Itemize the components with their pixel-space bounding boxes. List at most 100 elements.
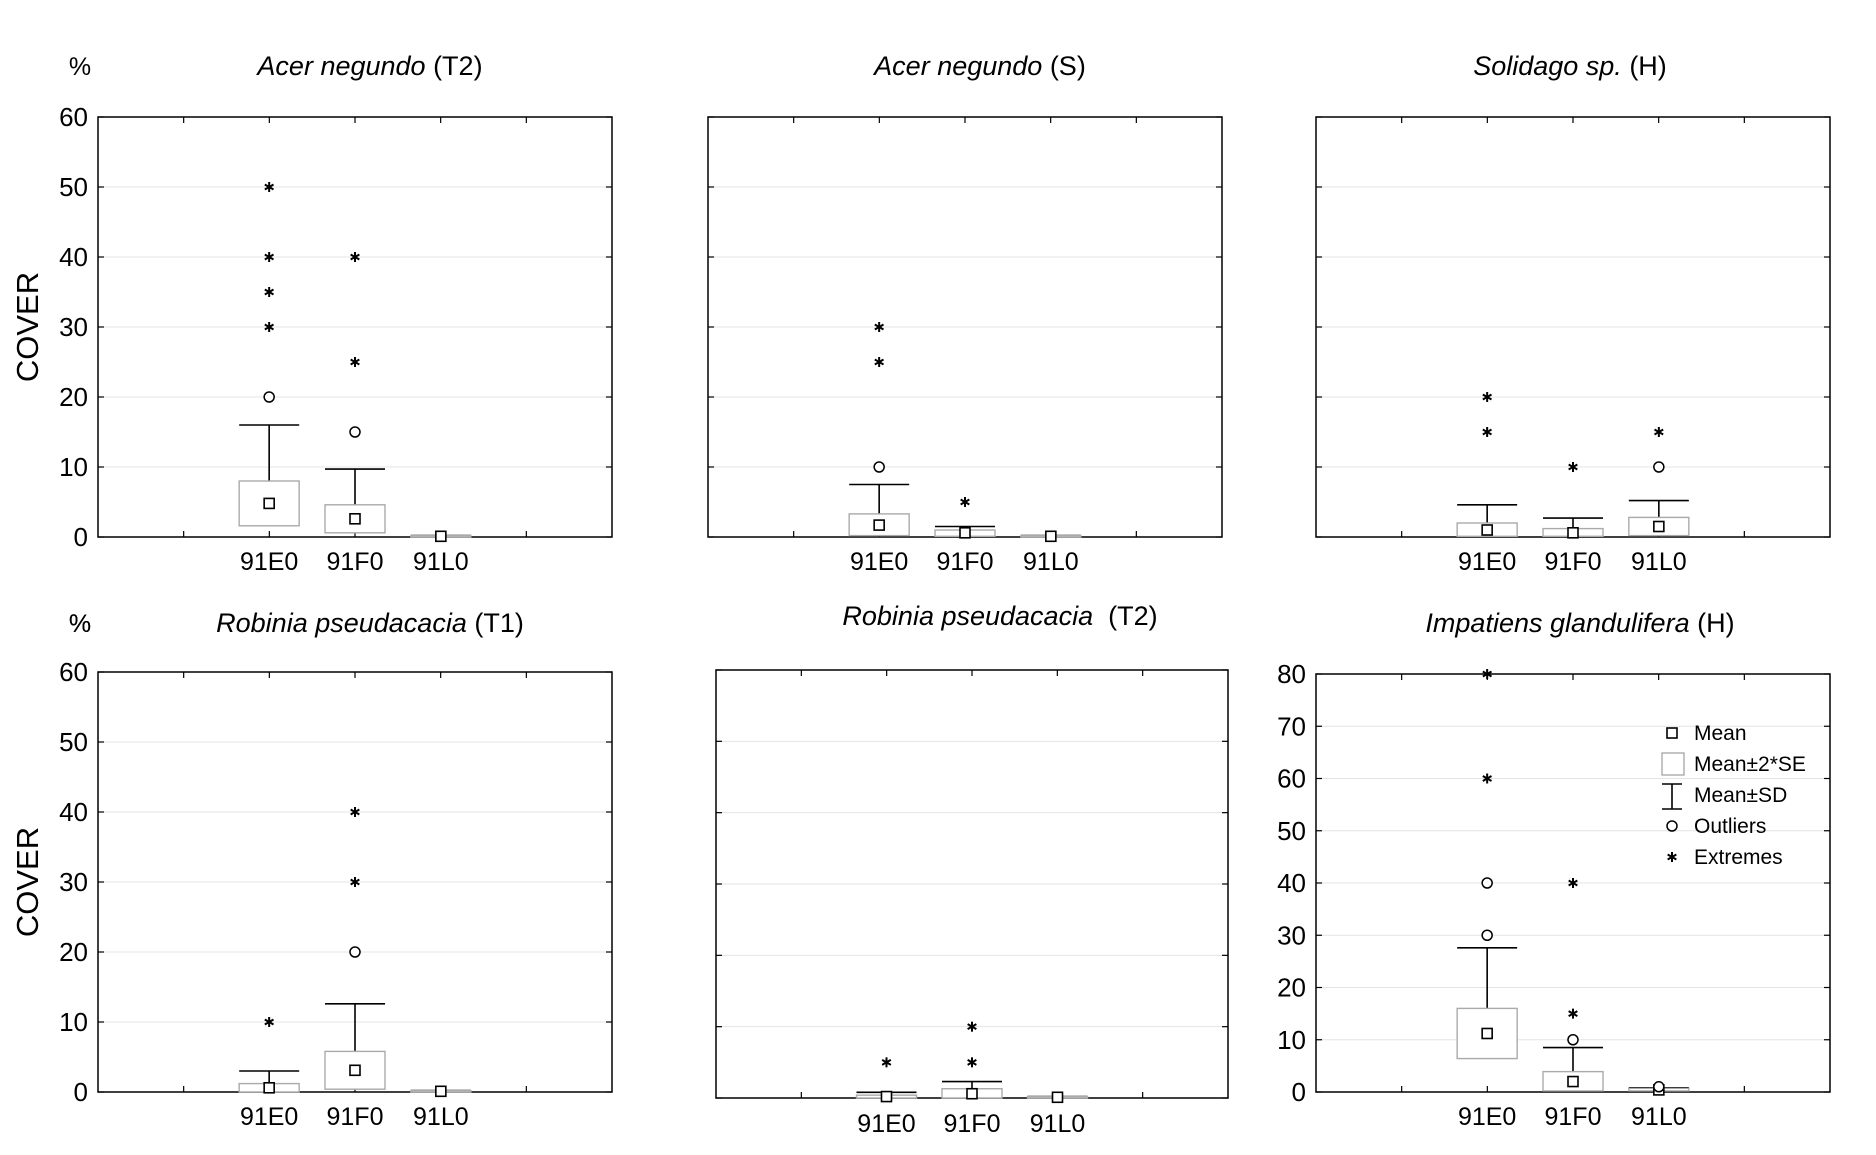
mean-marker xyxy=(1051,1091,1064,1104)
y-tick-label: 10 xyxy=(59,1007,88,1037)
mean-marker xyxy=(873,519,885,531)
extreme-point xyxy=(350,357,360,367)
title-layer: (T2) xyxy=(1093,601,1158,631)
x-tick-label: 91L0 xyxy=(1030,1110,1086,1138)
mean-marker xyxy=(1481,524,1493,536)
extreme-point xyxy=(264,322,275,332)
x-tick-label: 91F0 xyxy=(1545,1103,1602,1131)
y-tick-label: 0 xyxy=(74,1077,88,1107)
title-species: Impatiens glandulifera xyxy=(1425,608,1689,638)
mean-marker xyxy=(1653,520,1665,533)
y-tick-label: 60 xyxy=(59,102,88,132)
x-tick-label: 91E0 xyxy=(1458,548,1516,576)
extreme-point xyxy=(1568,1008,1578,1019)
outlier-point xyxy=(1653,1081,1665,1093)
y-tick-label: 40 xyxy=(59,797,88,827)
x-tick-label: 91F0 xyxy=(327,1103,384,1131)
mean-marker xyxy=(435,530,447,543)
legend-se-symbol xyxy=(1661,752,1685,776)
outlier-point xyxy=(1481,929,1493,941)
mean-marker xyxy=(966,1087,978,1100)
legend-mean-symbol xyxy=(1666,727,1678,739)
y-tick-label: 50 xyxy=(59,172,88,202)
legend-outlier-symbol xyxy=(1666,820,1678,832)
y-tick-label: 0 xyxy=(1292,1077,1306,1107)
extreme-point xyxy=(350,807,360,817)
y-tick-label: 30 xyxy=(59,867,88,897)
mean-marker xyxy=(1567,526,1579,539)
x-tick-label: 91E0 xyxy=(240,1103,298,1131)
x-tick-label: 91E0 xyxy=(240,548,298,576)
panel-title: Impatiens glandulifera (H) xyxy=(1425,608,1734,638)
title-layer: (T2) xyxy=(426,51,483,81)
x-tick-label: 91L0 xyxy=(413,1103,469,1131)
y-tick-label: 80 xyxy=(1277,659,1306,689)
y-tick-label: 20 xyxy=(59,382,88,412)
x-tick-label: 91E0 xyxy=(1458,1103,1516,1131)
mean-marker xyxy=(349,512,361,525)
y-tick-label: 30 xyxy=(1277,920,1306,950)
outlier-point xyxy=(349,946,361,958)
extreme-point xyxy=(874,322,885,332)
y-tick-label: 30 xyxy=(59,312,88,342)
mean-marker xyxy=(263,1082,275,1094)
extreme-point xyxy=(967,1021,977,1032)
outlier-point xyxy=(873,461,885,473)
extreme-point xyxy=(264,252,275,262)
mean-marker xyxy=(263,497,275,510)
extreme-point xyxy=(350,877,360,887)
extreme-point xyxy=(264,182,275,192)
title-layer: (H) xyxy=(1690,608,1735,638)
outlier-point xyxy=(1653,461,1665,473)
legend-label: Mean±2*SE xyxy=(1694,753,1806,776)
title-species: Acer negundo xyxy=(872,51,1042,81)
x-tick-label: 91L0 xyxy=(1023,548,1079,576)
mean-marker xyxy=(880,1090,893,1103)
y-tick-label: 0 xyxy=(74,522,88,552)
extreme-point xyxy=(1568,462,1578,472)
extreme-point xyxy=(1482,392,1493,402)
panel-title: Solidago sp. (H) xyxy=(1473,51,1667,81)
outlier-point xyxy=(1567,1034,1579,1046)
x-tick-label: 91F0 xyxy=(327,548,384,576)
y-tick-label: 40 xyxy=(59,242,88,272)
extreme-point xyxy=(264,287,275,297)
outlier-point xyxy=(263,391,275,403)
y-tick-label: 20 xyxy=(1277,973,1306,1003)
extreme-point xyxy=(264,1017,275,1027)
x-tick-label: 91L0 xyxy=(1631,548,1687,576)
legend-label: Mean xyxy=(1694,722,1747,745)
extreme-point xyxy=(881,1057,892,1068)
extreme-point xyxy=(1482,773,1493,784)
x-tick-label: 91E0 xyxy=(850,548,908,576)
y-tick-label: 20 xyxy=(59,937,88,967)
panel-title: Robinia pseudacacia (T2) xyxy=(842,601,1157,631)
extreme-point xyxy=(1568,878,1578,888)
x-tick-label: 91F0 xyxy=(1545,548,1602,576)
extreme-point xyxy=(1482,669,1493,679)
title-species: Robinia pseudacacia xyxy=(216,608,467,638)
panel-title: Acer negundo (S) xyxy=(872,51,1086,81)
panel-title: Acer negundo (T2) xyxy=(255,51,482,81)
y-unit-label: % xyxy=(69,610,91,638)
title-species: Solidago sp. xyxy=(1473,51,1622,81)
mean-marker xyxy=(349,1064,361,1077)
mean-marker xyxy=(1481,1027,1493,1040)
legend-label: Extremes xyxy=(1694,846,1783,869)
title-species: Robinia pseudacacia xyxy=(842,601,1093,631)
panel-title: Robinia pseudacacia (T1) xyxy=(216,608,524,638)
x-tick-label: 91L0 xyxy=(1631,1103,1687,1131)
x-tick-label: 91F0 xyxy=(937,548,994,576)
legend-extreme-symbol xyxy=(1667,852,1677,862)
mean-marker xyxy=(1567,1075,1579,1088)
legend-label: Outliers xyxy=(1694,815,1766,838)
y-tick-label: 40 xyxy=(1277,868,1306,898)
title-layer: (H) xyxy=(1622,51,1667,81)
mean-marker xyxy=(1045,530,1057,543)
y-axis-label: COVER xyxy=(10,272,45,382)
x-tick-label: 91F0 xyxy=(944,1110,1001,1138)
y-unit-label: % xyxy=(69,610,91,638)
title-layer: (S) xyxy=(1042,51,1086,81)
y-tick-label: 10 xyxy=(1277,1025,1306,1055)
